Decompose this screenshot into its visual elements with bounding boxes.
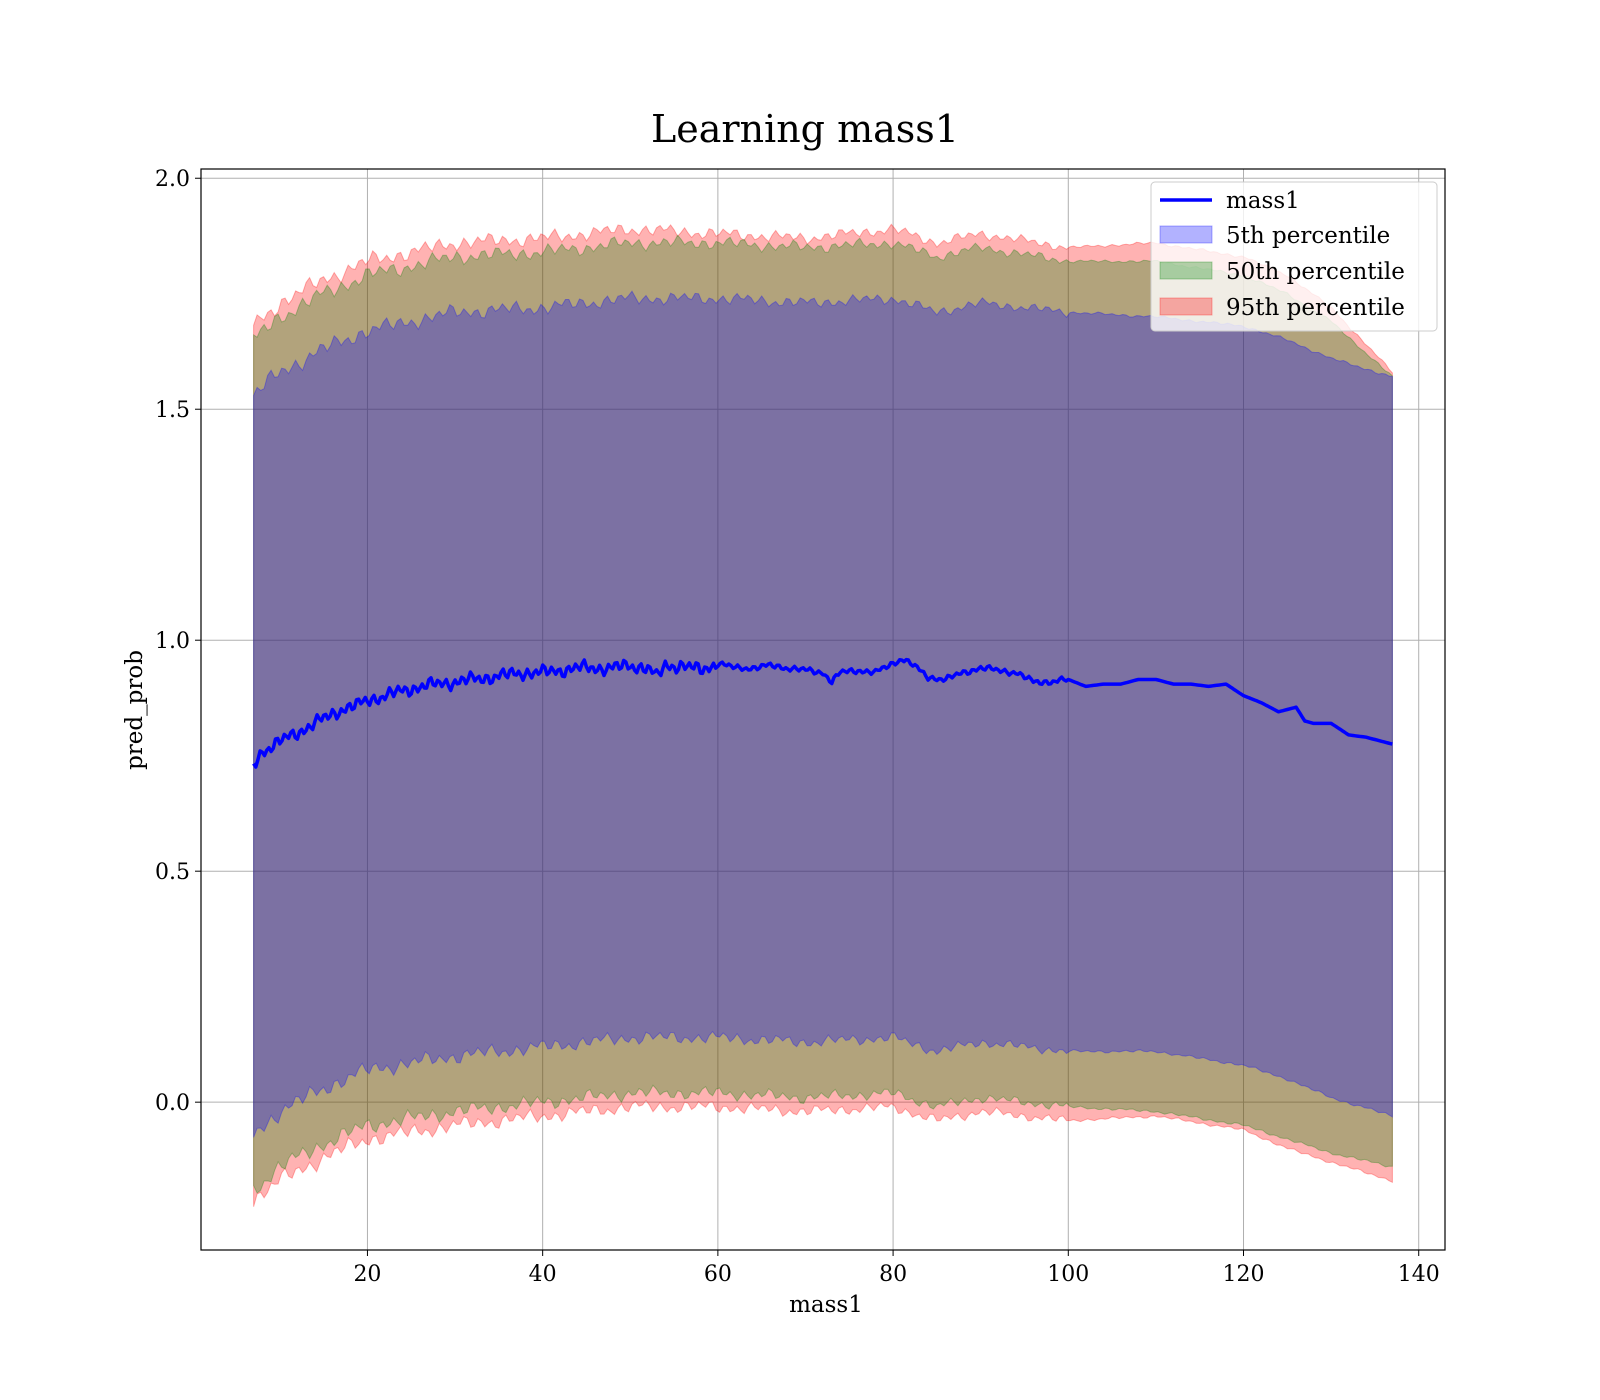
- grid-lines: [201, 169, 1445, 1250]
- y-tick-label: 1.0: [155, 629, 190, 654]
- y-tick-label: 2.0: [155, 167, 190, 192]
- legend-label-mass1: mass1: [1226, 188, 1300, 214]
- legend-label-50th-percentile: 50th percentile: [1226, 259, 1405, 285]
- band-5th-percentile: [253, 290, 1393, 1138]
- x-tick-label: 40: [529, 1262, 557, 1287]
- y-tick-label: 0.5: [155, 860, 190, 885]
- legend-swatch-50th-percentile: [1159, 261, 1213, 280]
- axis-ticks: 20 40 60 80 100 120 140 0.0 0.5 1.0 1.5 2.0: [155, 167, 1440, 1287]
- y-tick-label: 0.0: [155, 1091, 190, 1116]
- x-tick-label: 80: [879, 1262, 907, 1287]
- x-tick-label: 140: [1398, 1262, 1440, 1287]
- series-line-mass1: [252, 657, 1393, 769]
- band-95th-percentile: [253, 223, 1393, 1207]
- legend-swatch-95th-percentile: [1159, 297, 1213, 316]
- x-tick-label: 120: [1223, 1262, 1265, 1287]
- x-tick-label: 100: [1047, 1262, 1089, 1287]
- y-axis-title: pred_prob: [122, 650, 148, 770]
- x-tick-label: 20: [353, 1262, 381, 1287]
- chart-title: Learning mass1: [651, 107, 959, 151]
- legend-label-95th-percentile: 95th percentile: [1226, 295, 1405, 321]
- legend-box: [1150, 181, 1438, 332]
- percentile-bands: [253, 223, 1393, 1207]
- legend: mass1 5th percentile 50th percentile 95t…: [1150, 181, 1438, 332]
- legend-label-5th-percentile: 5th percentile: [1226, 223, 1390, 249]
- y-tick-label: 1.5: [155, 398, 190, 423]
- x-tick-label: 60: [704, 1262, 732, 1287]
- x-axis-title: mass1: [789, 1292, 863, 1318]
- series-line-layer: [252, 657, 1393, 769]
- legend-swatch-5th-percentile: [1159, 225, 1213, 244]
- band-50th-percentile: [253, 234, 1393, 1194]
- plot-frame: [200, 168, 1446, 1251]
